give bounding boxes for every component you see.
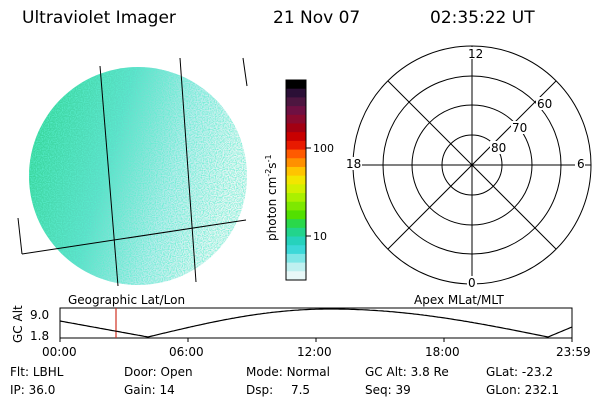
colorbar-unit-label: photon cm-2s-1 — [264, 154, 279, 241]
timeline-panel: Geographic Lat/Lon Apex MLat/MLT GC Alt … — [11, 293, 591, 359]
status-panel: Flt: LBHL Door: Open Mode: Normal GC Alt… — [10, 365, 559, 397]
observation-time: 02:35:22 UT — [430, 8, 535, 28]
colorbar-segment — [286, 175, 306, 185]
colorbar-segment — [286, 219, 306, 229]
timeline-axis-label: GC Alt — [11, 305, 25, 343]
lat-label-60: 60 — [537, 97, 552, 111]
status-glat: GLat: -23.2 — [486, 365, 553, 379]
timeline-ytick-low: 1.8 — [30, 329, 49, 343]
status-door: Door: Open — [124, 365, 193, 379]
colorbar-segment — [286, 236, 306, 246]
colorbar-segment — [286, 106, 306, 116]
colorbar-segment — [286, 140, 306, 151]
timeline-xtick-1800: 18:00 — [425, 345, 460, 359]
status-dsp: Dsp: 7.5 — [246, 383, 310, 397]
colorbar-segment — [286, 253, 306, 264]
colorbar-segment — [286, 201, 306, 212]
status-mode: Mode: Normal — [246, 365, 330, 379]
geographic-grid — [17, 57, 248, 287]
colorbar-segment — [286, 158, 306, 168]
mlt-label-6: 6 — [577, 157, 585, 171]
status-seq: Seq: 39 — [365, 383, 411, 397]
colorbar-scale — [286, 80, 306, 281]
colorbar-segment — [286, 184, 306, 194]
lat-label-80: 80 — [491, 141, 506, 155]
colorbar-segment — [286, 88, 306, 98]
status-ip: IP: 36.0 — [10, 383, 55, 397]
status-glon: GLon: 232.1 — [486, 383, 559, 397]
status-gc-alt: GC Alt: 3.8 Re — [365, 365, 449, 379]
polar-labels: 12 18 6 0 60 70 80 — [344, 47, 585, 290]
colorbar-segment — [286, 271, 306, 281]
colorbar-segment — [286, 80, 306, 90]
mlt-label-12: 12 — [468, 47, 483, 61]
timeline-ytick-high: 9.0 — [30, 308, 49, 322]
colorbar: 100 10 photon cm-2s-1 — [264, 79, 334, 281]
status-filter: Flt: LBHL — [10, 365, 64, 379]
colorbar-segment — [286, 227, 306, 238]
timeline-xtick-0000: 00:00 — [42, 345, 77, 359]
colorbar-segment — [286, 193, 306, 203]
aurora-image — [17, 57, 248, 287]
status-gain: Gain: 14 — [124, 383, 175, 397]
colorbar-segment — [286, 114, 306, 125]
timeline-right-title: Apex MLat/MLT — [414, 293, 504, 307]
aurora-disk — [29, 67, 247, 285]
colorbar-segment — [286, 123, 306, 133]
colorbar-segment — [286, 166, 306, 177]
polar-grid — [352, 45, 592, 285]
timeline-left-title: Geographic Lat/Lon — [68, 293, 185, 307]
timeline-xtick-1200: 12:00 — [297, 345, 332, 359]
timeline-frame — [59, 307, 573, 339]
colorbar-segment — [286, 97, 306, 107]
colorbar-segment — [286, 262, 306, 272]
colorbar-tick-100: 100 — [313, 142, 334, 155]
colorbar-segment — [286, 132, 306, 142]
header: Ultraviolet Imager 21 Nov 07 02:35:22 UT — [22, 8, 535, 28]
mlt-label-18: 18 — [346, 157, 361, 171]
colorbar-segment — [286, 210, 306, 220]
gc-altitude-curve — [59, 308, 573, 338]
colorbar-tick-10: 10 — [313, 230, 327, 243]
instrument-title: Ultraviolet Imager — [22, 8, 176, 28]
timeline-xtick-0600: 06:00 — [169, 345, 204, 359]
timeline-xtick-2359: 23:59 — [556, 345, 591, 359]
colorbar-segment — [286, 149, 306, 159]
lat-label-70: 70 — [512, 121, 527, 135]
colorbar-segment — [286, 245, 306, 255]
mlt-label-0: 0 — [468, 276, 476, 290]
observation-date: 21 Nov 07 — [273, 8, 360, 28]
